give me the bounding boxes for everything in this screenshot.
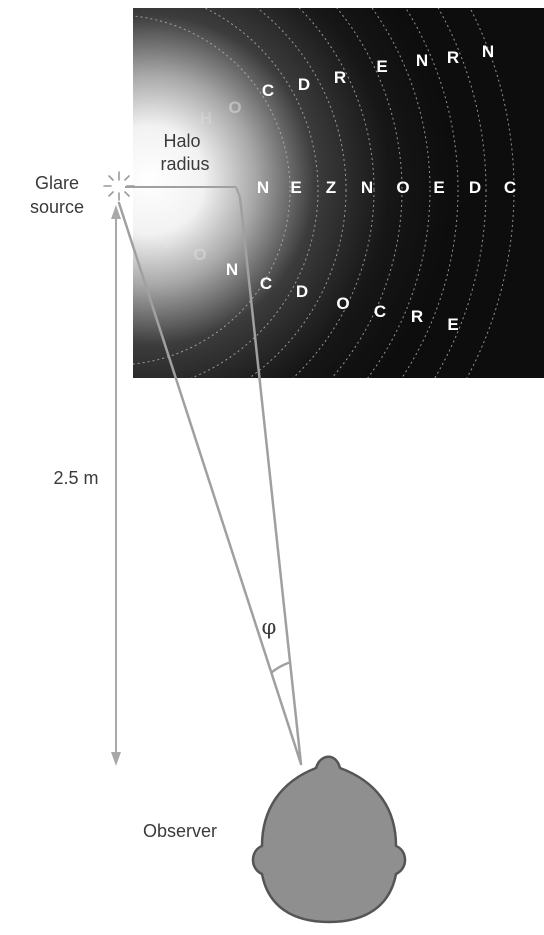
sight-lines (117, 195, 303, 766)
distance-arrow (111, 205, 121, 766)
chart-letter: Z (326, 178, 336, 197)
chart-letter: E (447, 315, 458, 334)
halo-ring (466, 8, 515, 378)
distance-label: 2.5 m (53, 468, 98, 488)
chart-letter: D (298, 75, 310, 94)
halo-ring (401, 8, 459, 378)
halo-radius-bracket (125, 186, 241, 198)
chart-letter: C (260, 274, 272, 293)
chart-letter: D (296, 282, 308, 301)
chart-letter: R (334, 68, 346, 87)
observer-label: Observer (143, 821, 217, 841)
chart-letter: H (200, 109, 212, 128)
letter-row-1: H O C D R E N R N (200, 42, 494, 128)
halo-ring (331, 8, 403, 378)
head-icon (251, 755, 407, 924)
halo-ring (434, 8, 487, 378)
chart-letter: O (228, 98, 241, 117)
halo-rings (133, 8, 515, 378)
starburst-icon (103, 171, 135, 201)
chart-letter: R (411, 307, 423, 326)
chart-letter: C (504, 178, 516, 197)
letter-row-2: N E Z N O E D C (257, 178, 516, 197)
chart-letter: N (482, 42, 494, 61)
halo-radius-label-line1: Halo (163, 131, 200, 151)
halo-ring (367, 8, 431, 378)
chart-letter: O (336, 294, 349, 313)
panel-background (133, 8, 544, 378)
chart-letter: N (226, 260, 238, 279)
sight-line-to-glare (117, 201, 303, 766)
chart-letter: E (290, 178, 301, 197)
chart-letter: N (257, 178, 269, 197)
chart-letter: C (262, 81, 274, 100)
halo-ring (133, 15, 291, 365)
chart-letter: R (447, 48, 459, 67)
chart-letter: C (374, 302, 386, 321)
halo-radius-tick (235, 186, 241, 198)
chart-letter: D (469, 178, 481, 197)
chart-letter: O (193, 245, 206, 264)
halo-chart-panel: H O C D R E N R N N E Z N O E D C Z O N … (133, 8, 544, 378)
chart-letter: O (396, 178, 409, 197)
chart-letter: E (433, 178, 444, 197)
halo-ring (292, 8, 375, 378)
glare-source-label-line1: Glare (35, 173, 79, 193)
halo-radius-label-line2: radius (160, 154, 209, 174)
halo-ring (248, 8, 347, 378)
angle-label: φ (262, 615, 277, 639)
halo-ring (190, 8, 319, 378)
chart-letter: Z (163, 233, 173, 252)
chart-letter: N (416, 51, 428, 70)
arrow-head-bottom (111, 752, 121, 766)
observer-head (251, 755, 407, 924)
angle-arc (270, 661, 290, 674)
glare-source-label-line2: source (30, 197, 84, 217)
chart-letter: E (376, 57, 387, 76)
sight-line-to-halo-edge (238, 195, 303, 766)
letter-row-3: Z O N C D O C R E (163, 233, 459, 334)
arrow-head-top (111, 205, 121, 219)
chart-letter: N (361, 178, 373, 197)
